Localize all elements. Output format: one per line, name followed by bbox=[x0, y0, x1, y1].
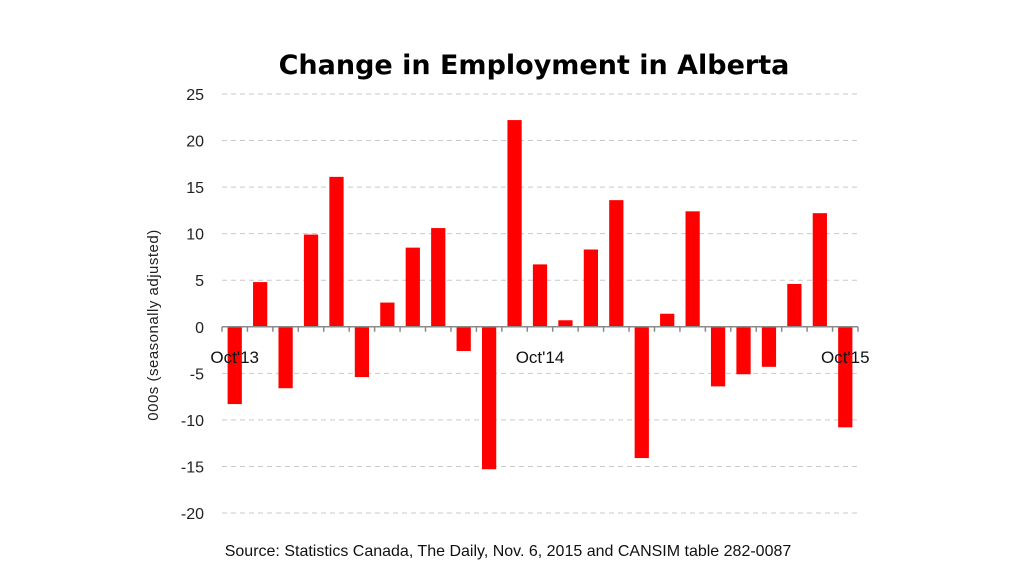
bar bbox=[583, 249, 599, 327]
y-axis-label: 000s (seasonally adjusted) bbox=[145, 229, 162, 420]
x-tick-label: Oct'15 bbox=[821, 348, 870, 367]
bar bbox=[405, 247, 420, 327]
y-tick-label: 20 bbox=[186, 134, 204, 151]
y-tick-label: 5 bbox=[195, 273, 204, 290]
bar bbox=[787, 283, 802, 327]
bars bbox=[227, 120, 853, 470]
bar bbox=[812, 213, 827, 327]
y-tick-label: -15 bbox=[181, 459, 204, 476]
bar bbox=[303, 234, 319, 327]
x-axis-labels: Oct'13 Oct'14 Oct'15 bbox=[210, 348, 869, 367]
bar bbox=[481, 326, 497, 470]
y-tick-label: 10 bbox=[186, 227, 204, 244]
y-tick-label: 15 bbox=[186, 180, 204, 197]
bar bbox=[329, 176, 344, 327]
x-tick-label: Oct'13 bbox=[210, 348, 259, 367]
bar bbox=[710, 326, 726, 387]
y-tick-label: -10 bbox=[181, 413, 204, 430]
x-axis-ticks bbox=[221, 326, 859, 332]
y-tick-label: -5 bbox=[190, 366, 204, 383]
y-tick-label: 0 bbox=[195, 320, 204, 337]
bar bbox=[380, 302, 395, 327]
bar bbox=[634, 326, 649, 459]
bar bbox=[736, 326, 751, 375]
chart-title: Change in Employment in Alberta bbox=[279, 50, 790, 81]
source-note: Source: Statistics Canada, The Daily, No… bbox=[225, 543, 792, 560]
bar bbox=[685, 211, 700, 327]
bar bbox=[431, 228, 446, 327]
x-tick-label: Oct'14 bbox=[516, 348, 565, 367]
bar bbox=[456, 326, 471, 351]
bar bbox=[354, 326, 370, 378]
bar bbox=[227, 326, 242, 405]
y-tick-label: -20 bbox=[181, 506, 204, 523]
bar bbox=[609, 200, 624, 327]
bar bbox=[838, 326, 853, 428]
bar bbox=[660, 313, 675, 327]
y-axis-ticks: 25 20 15 10 5 0 -5 -10 -15 -20 bbox=[181, 87, 204, 523]
bar bbox=[558, 320, 573, 327]
bar bbox=[278, 326, 293, 389]
bar bbox=[761, 326, 777, 367]
bar bbox=[253, 282, 268, 327]
bar bbox=[532, 264, 548, 327]
bar bbox=[507, 120, 522, 327]
y-tick-label: 25 bbox=[186, 87, 204, 104]
